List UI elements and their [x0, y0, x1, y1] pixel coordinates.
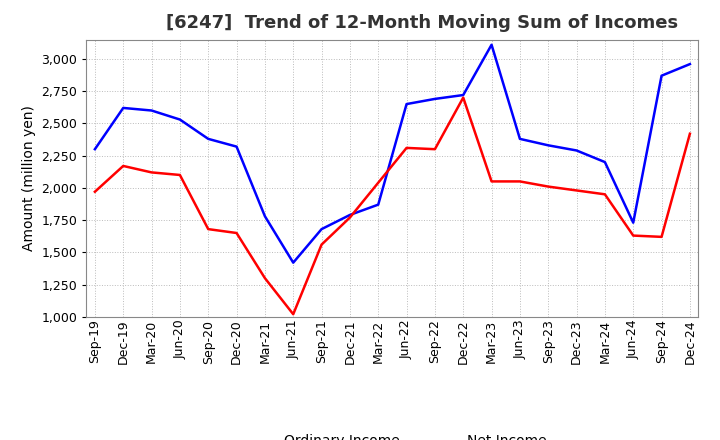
Ordinary Income — [119, 105, 127, 110]
Ordinary Income — [487, 42, 496, 48]
Ordinary Income — [600, 159, 609, 165]
Ordinary Income — [572, 148, 581, 153]
Ordinary Income — [685, 62, 694, 67]
Ordinary Income — [346, 213, 354, 218]
Net Income — [91, 189, 99, 194]
Net Income — [289, 312, 297, 317]
Net Income — [657, 234, 666, 239]
Ordinary Income — [402, 102, 411, 107]
Ordinary Income — [261, 213, 269, 219]
Ordinary Income — [289, 260, 297, 265]
Net Income — [233, 231, 241, 236]
Net Income — [544, 184, 552, 189]
Legend: Ordinary Income, Net Income: Ordinary Income, Net Income — [233, 429, 552, 440]
Net Income — [572, 188, 581, 193]
Ordinary Income — [431, 96, 439, 102]
Net Income — [374, 180, 382, 185]
Ordinary Income — [544, 143, 552, 148]
Ordinary Income — [318, 227, 326, 232]
Ordinary Income — [233, 144, 241, 149]
Ordinary Income — [374, 202, 382, 207]
Ordinary Income — [516, 136, 524, 142]
Y-axis label: Amount (million yen): Amount (million yen) — [22, 105, 36, 251]
Line: Ordinary Income: Ordinary Income — [95, 45, 690, 263]
Net Income — [346, 215, 354, 220]
Net Income — [148, 170, 156, 175]
Text: [6247]  Trend of 12-Month Moving Sum of Incomes: [6247] Trend of 12-Month Moving Sum of I… — [166, 15, 678, 33]
Ordinary Income — [657, 73, 666, 78]
Net Income — [318, 242, 326, 247]
Net Income — [119, 163, 127, 169]
Net Income — [685, 131, 694, 136]
Net Income — [487, 179, 496, 184]
Ordinary Income — [204, 136, 212, 142]
Net Income — [459, 95, 467, 100]
Ordinary Income — [148, 108, 156, 113]
Net Income — [629, 233, 637, 238]
Net Income — [176, 172, 184, 178]
Net Income — [261, 275, 269, 281]
Ordinary Income — [91, 147, 99, 152]
Net Income — [516, 179, 524, 184]
Net Income — [204, 227, 212, 232]
Ordinary Income — [176, 117, 184, 122]
Net Income — [431, 147, 439, 152]
Ordinary Income — [629, 220, 637, 225]
Net Income — [600, 192, 609, 197]
Line: Net Income: Net Income — [95, 98, 690, 314]
Ordinary Income — [459, 92, 467, 98]
Net Income — [402, 145, 411, 150]
